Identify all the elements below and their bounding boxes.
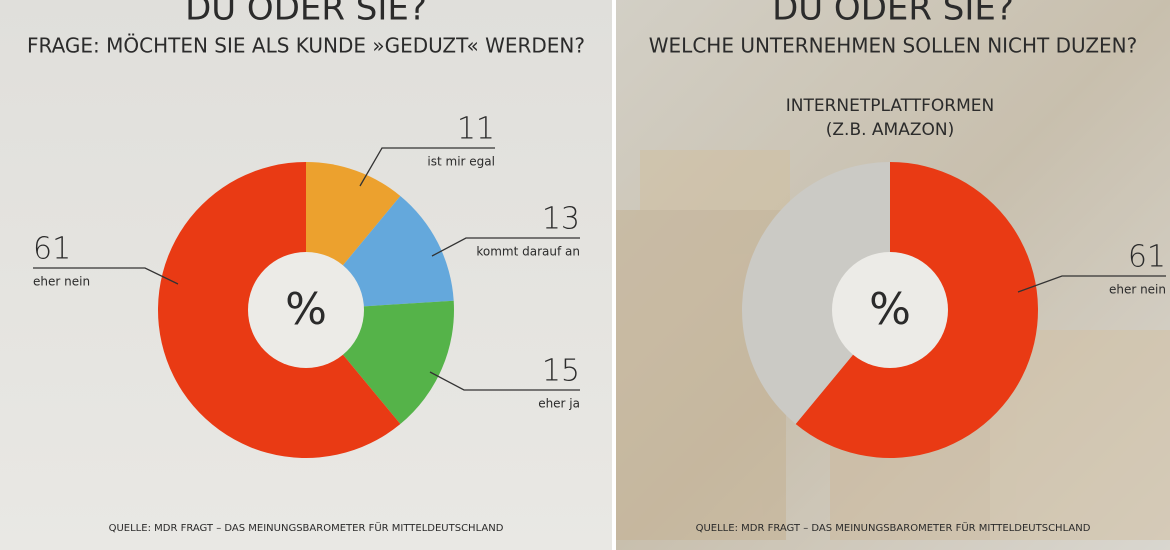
chart-title: DU ODER SIE? bbox=[772, 0, 1014, 29]
center-label: % bbox=[869, 284, 911, 335]
callout-line bbox=[429, 371, 580, 391]
chart-title: DU ODER SIE? bbox=[185, 0, 427, 29]
chart-subtitle: WELCHE UNTERNEHMEN SOLLEN NICHT DUZEN? bbox=[649, 34, 1137, 58]
data-label: 11 bbox=[457, 112, 495, 147]
chart-subtitle: FRAGE: MÖCHTEN SIE ALS KUNDE »GEDUZT« WE… bbox=[27, 34, 585, 58]
center-label: % bbox=[285, 284, 327, 335]
callout-line bbox=[33, 267, 179, 285]
category-label: kommt darauf an bbox=[476, 245, 580, 259]
donut-hole bbox=[832, 252, 948, 368]
category-label: eher ja bbox=[538, 397, 580, 411]
source: QUELLE: MDR FRAGT – DAS MEINUNGSBAROMETE… bbox=[109, 521, 504, 534]
chart-heading: (Z.B. AMAZON) bbox=[826, 120, 954, 140]
data-label: 61 bbox=[33, 232, 71, 267]
data-label: 13 bbox=[542, 202, 580, 237]
donut-hole bbox=[248, 252, 364, 368]
category-label: eher nein bbox=[33, 275, 90, 289]
callout-line bbox=[359, 147, 495, 187]
category-label: ist mir egal bbox=[427, 155, 495, 169]
source: QUELLE: MDR FRAGT – DAS MEINUNGSBAROMETE… bbox=[696, 521, 1091, 534]
callout-line bbox=[431, 237, 580, 257]
data-label: 61 bbox=[1128, 240, 1166, 275]
category-label: eher nein bbox=[1109, 283, 1166, 297]
data-label: 15 bbox=[542, 354, 580, 389]
chart-heading: INTERNETPLATTFORMEN bbox=[786, 96, 995, 116]
callout-line bbox=[1017, 275, 1166, 293]
pie-slice bbox=[741, 162, 890, 425]
